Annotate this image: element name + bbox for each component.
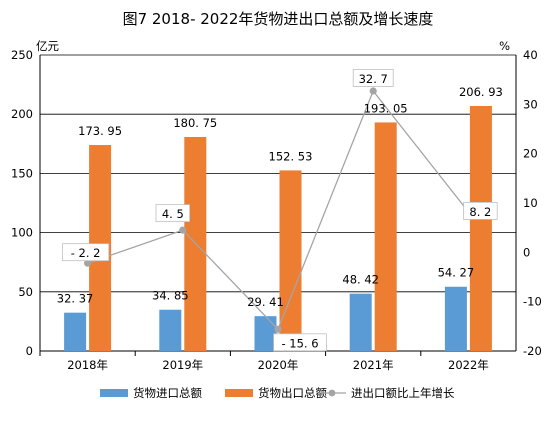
bar-export: [279, 170, 302, 351]
label-export: 152. 53: [269, 149, 313, 163]
label-growth: 8. 2: [469, 205, 491, 219]
y-left-tick: 200: [11, 107, 33, 121]
x-tick-label: 2021年: [353, 358, 394, 372]
bar-export: [374, 122, 397, 351]
y-left-unit: 亿元: [36, 39, 59, 53]
growth-point: [84, 259, 92, 267]
y-right-unit: %: [499, 39, 510, 53]
growth-point: [274, 325, 282, 333]
label-import: 34. 85: [152, 289, 189, 303]
label-growth-box: [273, 333, 327, 352]
label-export: 180. 75: [173, 116, 217, 130]
y-right-tick: 40: [523, 48, 538, 62]
legend-label-import: 货物进口总额: [133, 386, 202, 400]
growth-point: [369, 87, 377, 95]
x-tick-label: 2018年: [67, 358, 108, 372]
y-right-tick: 0: [523, 245, 530, 259]
x-tick-label: 2019年: [162, 358, 203, 372]
label-growth: 4. 5: [162, 207, 184, 221]
label-import: 48. 42: [342, 273, 379, 287]
y-left-tick: 250: [11, 48, 33, 62]
y-right-tick: -10: [523, 295, 542, 309]
bar-export: [469, 105, 492, 352]
bar-import: [254, 316, 277, 351]
label-growth-box: [155, 204, 190, 223]
y-right-tick: -20: [523, 344, 542, 358]
legend-marker-growth: [328, 389, 336, 397]
legend: 货物进口总额 货物出口总额 进出口额比上年增长: [100, 386, 455, 400]
label-growth: - 2. 2: [71, 246, 101, 260]
y-right-tick: 20: [523, 147, 538, 161]
label-export: 173. 95: [78, 124, 122, 138]
data-labels: 32. 37 173. 95 34. 85 180. 75 29. 41 152. 53 4…: [57, 69, 503, 352]
label-import: 54. 27: [438, 266, 475, 280]
legend-swatch-import: [100, 389, 128, 397]
label-import: 32. 37: [57, 292, 94, 306]
growth-point: [179, 226, 187, 234]
y-left-tick: 150: [11, 166, 33, 180]
chart-title: 图7 2018- 2022年货物进出口总额及增长速度: [123, 10, 434, 28]
y-left-tick: 100: [11, 226, 33, 240]
label-import: 29. 41: [247, 295, 284, 309]
bar-import: [349, 293, 372, 351]
bar-import: [64, 312, 87, 351]
y-left-tick: 0: [26, 344, 33, 358]
bar-import: [444, 286, 467, 351]
label-growth-box: [62, 243, 110, 262]
bars: [64, 105, 492, 352]
y-right-tick: 10: [523, 196, 538, 210]
x-tick-label: 2020年: [258, 358, 299, 372]
label-growth-box: [463, 201, 498, 220]
grid-lines: [40, 54, 516, 293]
y-right-tick: 30: [523, 97, 538, 111]
label-export: 206. 93: [459, 85, 503, 99]
axes: 0 50 100 150 200 250 -20 -10 0 10 20 30 40 2018年 2019年…: [11, 48, 542, 372]
legend-label-export: 货物出口总额: [258, 386, 327, 400]
label-growth: 32. 7: [359, 72, 388, 86]
label-growth-box: [352, 69, 394, 87]
growth-polyline: [87, 89, 469, 331]
label-export: 193. 05: [364, 101, 408, 115]
legend-label-growth: 进出口额比上年增长: [351, 386, 455, 400]
legend-swatch-export: [225, 389, 253, 397]
bar-import: [159, 309, 182, 351]
label-growth: - 15. 6: [281, 336, 318, 350]
x-tick-label: 2022年: [448, 358, 489, 372]
y-left-tick: 50: [18, 285, 33, 299]
